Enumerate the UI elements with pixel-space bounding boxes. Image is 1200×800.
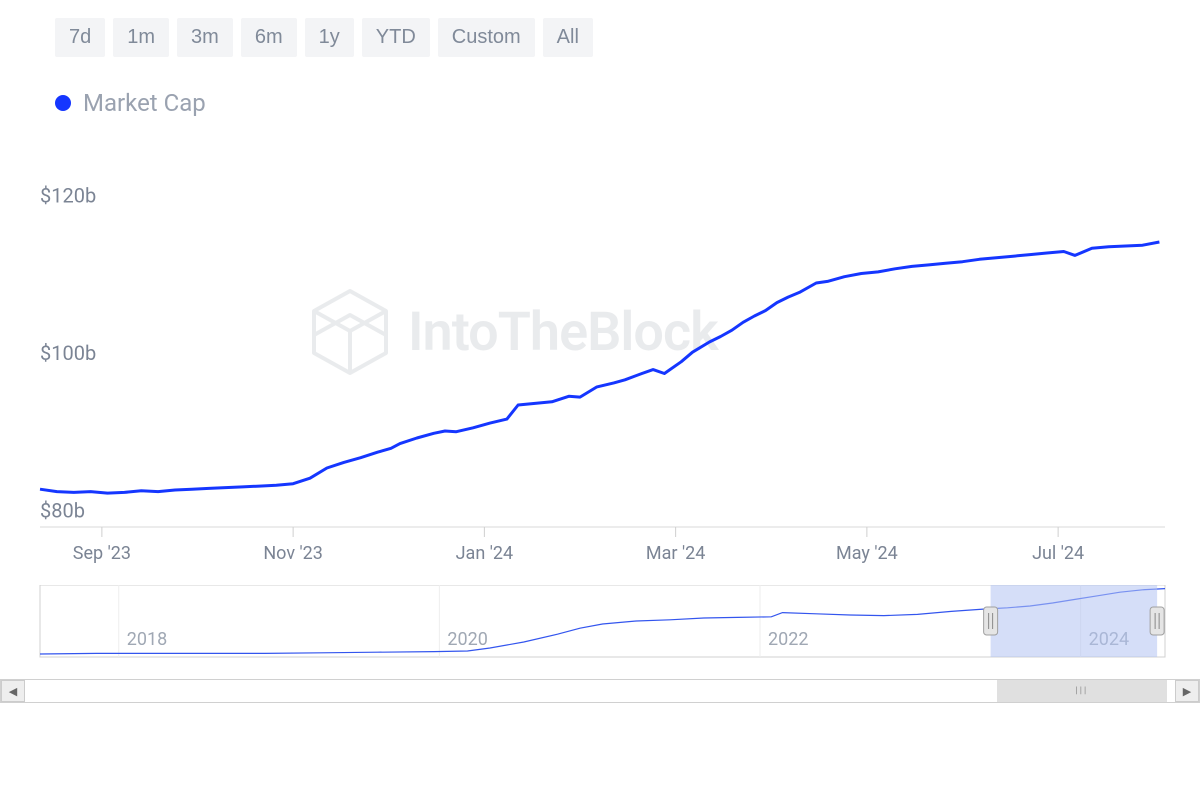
chart-legend[interactable]: Market Cap [0,89,1200,117]
range-btn-1y[interactable]: 1y [305,18,354,57]
x-tick-label: Jan '24 [456,543,514,564]
range-x-label: 2018 [127,629,167,650]
y-tick-label: $120b [40,183,96,207]
range-btn-all[interactable]: All [543,18,593,57]
range-btn-7d[interactable]: 7d [55,18,105,57]
main-chart[interactable]: IntoTheBlock $80b$100b$120bSep '23Nov '2… [0,157,1200,577]
grip-icon: ||| [1076,686,1089,696]
x-tick-label: Jul '24 [1032,543,1084,564]
scroll-thumb[interactable]: ||| [997,680,1167,702]
x-tick-label: May '24 [836,543,898,564]
range-x-label: 2020 [447,629,487,650]
market-cap-line [40,242,1159,493]
range-scrollbar[interactable]: ◀ ||| ▶ [0,679,1200,703]
time-range-buttons: 7d1m3m6m1yYTDCustomAll [0,18,1200,57]
legend-label: Market Cap [83,89,206,117]
range-btn-ytd[interactable]: YTD [362,18,430,57]
x-tick-label: Nov '23 [263,543,323,564]
x-tick-label: Mar '24 [646,543,705,564]
range-selection[interactable] [991,585,1158,657]
scroll-track[interactable]: ||| [25,680,1175,702]
range-handle-right[interactable] [1150,607,1164,635]
range-btn-custom[interactable]: Custom [438,18,535,57]
legend-dot-icon [55,95,71,111]
range-handle-left[interactable] [984,607,998,635]
range-x-label: 2022 [768,629,808,650]
range-selector[interactable]: 2018202020222024 ◀ ||| ▶ [0,585,1200,705]
range-btn-1m[interactable]: 1m [113,18,169,57]
y-tick-label: $80b [40,498,85,522]
range-btn-3m[interactable]: 3m [177,18,233,57]
x-tick-label: Sep '23 [73,543,131,564]
y-tick-label: $100b [40,341,96,365]
scroll-right-arrow-icon[interactable]: ▶ [1175,680,1199,702]
range-btn-6m[interactable]: 6m [241,18,297,57]
scroll-left-arrow-icon[interactable]: ◀ [1,680,25,702]
